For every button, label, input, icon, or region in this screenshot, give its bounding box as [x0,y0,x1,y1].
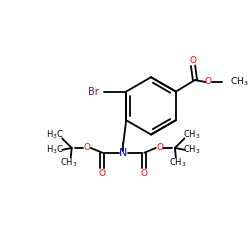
Text: N: N [119,148,128,158]
Text: O: O [205,78,212,86]
Text: O: O [84,144,90,152]
Text: CH$_3$: CH$_3$ [183,128,201,141]
Text: O: O [190,56,196,64]
Text: O: O [156,144,163,152]
Text: H$_3$C: H$_3$C [46,128,64,141]
Text: CH$_3$: CH$_3$ [60,157,78,170]
Text: CH$_3$: CH$_3$ [183,144,201,156]
Text: O: O [99,169,106,178]
Text: Br: Br [88,86,99,97]
Text: O: O [141,169,148,178]
Text: CH$_3$: CH$_3$ [169,157,186,170]
Text: CH$_3$: CH$_3$ [230,76,249,88]
Text: H$_3$C: H$_3$C [46,144,64,156]
